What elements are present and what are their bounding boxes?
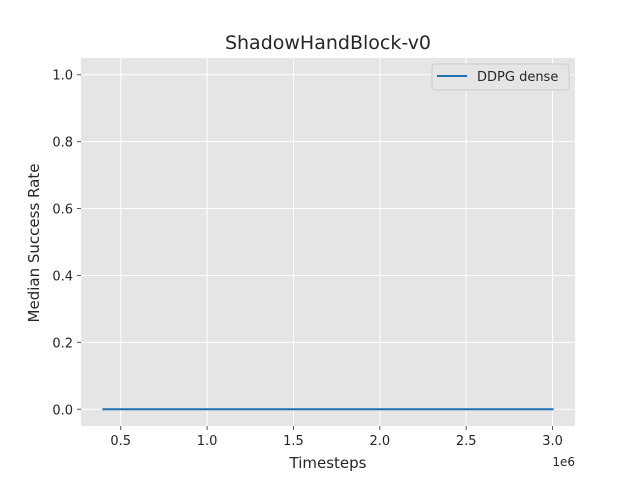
plot-area xyxy=(81,58,575,426)
x-tick-label: 3.0 xyxy=(542,434,563,449)
legend-series-label: DDPG dense xyxy=(477,70,558,85)
y-tick-label: 0.4 xyxy=(52,269,73,284)
x-axis: 0.5 1.0 1.5 2.0 2.5 3.0 xyxy=(110,426,563,449)
legend-box xyxy=(431,63,570,91)
grid xyxy=(81,58,575,426)
legend: DDPG dense xyxy=(431,63,570,91)
x-axis-label: Timesteps xyxy=(289,454,367,472)
y-tick-label: 0.0 xyxy=(52,403,73,418)
x-tick-label: 1.5 xyxy=(283,434,304,449)
chart-title: ShadowHandBlock-v0 xyxy=(225,32,431,54)
y-tick-label: 1.0 xyxy=(52,69,73,84)
x-tick-label: 2.5 xyxy=(456,434,477,449)
y-tick-label: 0.2 xyxy=(52,336,73,351)
x-axis-offset-label: 1e6 xyxy=(552,455,575,469)
y-tick-label: 0.8 xyxy=(52,136,73,151)
x-tick-label: 0.5 xyxy=(110,434,131,449)
y-axis: 0.0 0.2 0.4 0.6 0.8 1.0 xyxy=(52,69,81,418)
x-tick-label: 2.0 xyxy=(369,434,390,449)
y-axis-label: Median Success Rate xyxy=(25,164,43,323)
x-tick-label: 1.0 xyxy=(197,434,218,449)
y-tick-label: 0.6 xyxy=(52,203,73,218)
